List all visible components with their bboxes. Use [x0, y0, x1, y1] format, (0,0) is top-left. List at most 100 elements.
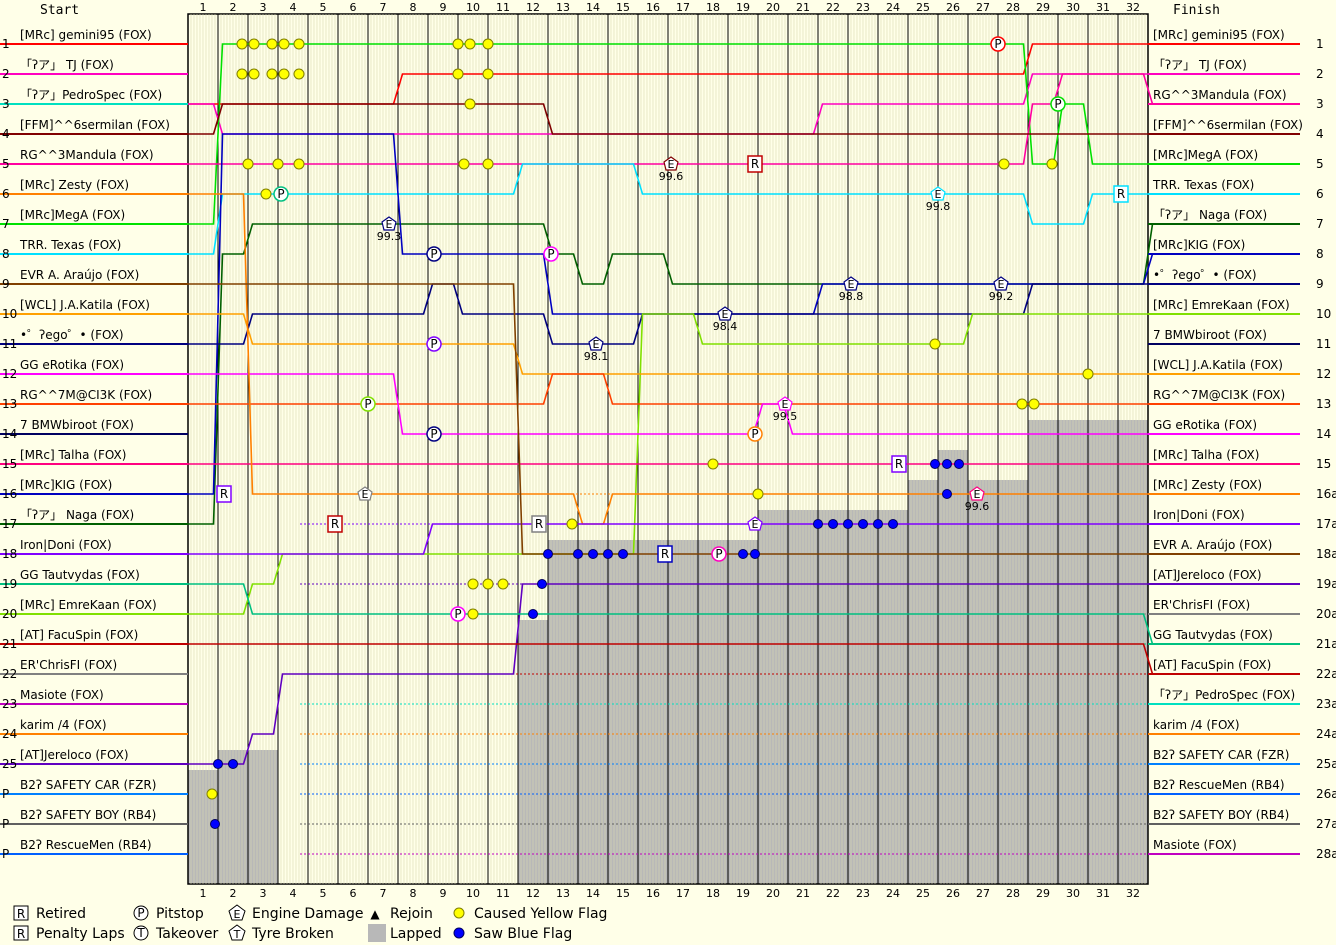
engine-damage-icon	[969, 486, 985, 501]
finish-position: 9	[1316, 277, 1324, 291]
start-driver-label: 「ʔア」 TJ (FOX)	[20, 58, 114, 72]
yellow-flag-dot	[248, 38, 260, 50]
yellow-flag-dot	[752, 488, 764, 500]
driver-trace	[188, 643, 1154, 675]
yellow-flag-dot	[452, 68, 464, 80]
start-position: 14	[2, 427, 17, 441]
lap-tick-top: 2	[230, 1, 237, 14]
lap-tick-top: 4	[290, 1, 297, 14]
yellow-flag-dot	[278, 68, 290, 80]
pitstop-icon	[543, 246, 559, 262]
annotation-label: 99.6	[965, 500, 990, 513]
start-driver-label: [WCL] J.A.Katila (FOX)	[20, 298, 150, 312]
legend-label: Takeover	[155, 926, 218, 942]
lap-tick-bottom: 30	[1066, 887, 1080, 900]
engine-damage-icon	[717, 306, 733, 321]
driver-trace	[188, 163, 1148, 255]
start-position: 24	[2, 727, 17, 741]
start-position: 18	[2, 547, 17, 561]
start-position: 8	[2, 247, 10, 261]
engine-damage-icon-letter: E	[935, 188, 942, 201]
legend-symbol: E	[234, 908, 241, 921]
blue-flag-dot	[213, 759, 223, 769]
blue-flag-dot	[858, 519, 868, 529]
start-position: 25	[2, 757, 17, 771]
start-position: 5	[2, 157, 10, 171]
legend-label: Engine Damage	[252, 906, 364, 922]
start-position: 17	[2, 517, 17, 531]
retired-icon	[327, 515, 343, 533]
yellow-flag-dot	[278, 38, 290, 50]
legend-symbol: T	[136, 926, 145, 940]
yellow-flag-dot	[464, 38, 476, 50]
legend-symbol: T	[233, 928, 241, 941]
start-driver-label: Masiote (FOX)	[20, 688, 104, 702]
yellow-flag-dot	[1028, 398, 1040, 410]
start-driver-label: [MRc]MegA (FOX)	[20, 208, 125, 222]
lap-tick-bottom: 25	[916, 887, 930, 900]
finish-position: 7	[1316, 217, 1324, 231]
start-driver-label: GG eRotika (FOX)	[20, 358, 124, 372]
start-position: 13	[2, 397, 17, 411]
lap-tick-top: 10	[466, 1, 480, 14]
lap-tick-top: 22	[826, 1, 840, 14]
grid	[187, 13, 1149, 885]
yellow-flag-dot	[236, 68, 248, 80]
engine-damage-icon	[357, 486, 373, 501]
blue-flag-dot	[954, 459, 964, 469]
lap-tick-bottom: 28	[1006, 887, 1020, 900]
yellow-flag-dot	[242, 158, 254, 170]
yellow-flag-dot	[293, 158, 305, 170]
pitstop-icon	[360, 396, 376, 412]
lap-tick-bottom: 21	[796, 887, 810, 900]
start-driver-label: •゜ʔego゜• (FOX)	[20, 328, 124, 342]
lap-tick-bottom: 2	[230, 887, 237, 900]
finish-position: 5	[1316, 157, 1324, 171]
finish-driver-label: 「ʔア」 TJ (FOX)	[1153, 58, 1247, 72]
lap-tick-top: 29	[1036, 1, 1050, 14]
lap-tick-top: 28	[1006, 1, 1020, 14]
finish-driver-label: EVR A. Araújo (FOX)	[1153, 538, 1272, 552]
engine-damage-icon	[381, 216, 397, 231]
legend-label: Tyre Broken	[251, 926, 334, 942]
engine-damage-icon-letter: E	[782, 398, 789, 411]
lap-tick-top: 20	[766, 1, 780, 14]
annotation-label: 98.8	[839, 290, 864, 303]
start-driver-label: [MRc] EmreKaan (FOX)	[20, 598, 157, 612]
lap-tick-bottom: 22	[826, 887, 840, 900]
retired-icon-letter: R	[661, 547, 669, 561]
pitstop-icon	[426, 336, 442, 352]
yellow-flag-dot	[464, 98, 476, 110]
yellow-flag-dot	[482, 68, 494, 80]
blue-flag-dot	[210, 819, 220, 829]
finish-driver-label: [WCL] J.A.Katila (FOX)	[1153, 358, 1283, 372]
start-position: 16	[2, 487, 17, 501]
finish-position: 17a	[1316, 517, 1336, 531]
lap-tick-bottom: 1	[200, 887, 207, 900]
yellow-flag-dot	[1046, 158, 1058, 170]
blue-flag-dot	[942, 459, 952, 469]
yellow-flag-dot	[1016, 398, 1028, 410]
finish-position: 4	[1316, 127, 1324, 141]
engine-damage-icon	[777, 396, 793, 411]
legend-circle-icon	[133, 905, 149, 921]
legend-box-icon	[13, 925, 29, 941]
start-position: 4	[2, 127, 10, 141]
finish-driver-label: B2ʔ SAFETY CAR (FZR)	[1153, 748, 1289, 762]
start-position: 21	[2, 637, 17, 651]
pitstop-icon	[1050, 96, 1066, 112]
legend-blue-dot	[453, 927, 465, 939]
engine-damage-icon-letter: E	[362, 488, 369, 501]
lap-tick-top: 3	[260, 1, 267, 14]
pitstop-icon-letter: P	[715, 547, 722, 561]
finish-position: 28a	[1316, 847, 1336, 861]
yellow-flag-dot	[236, 38, 248, 50]
pitstop-icon	[426, 426, 442, 442]
retired-icon-letter: R	[751, 157, 759, 171]
finish-driver-label: [MRc]KIG (FOX)	[1153, 238, 1245, 252]
lap-tick-bottom: 10	[466, 887, 480, 900]
start-position: 12	[2, 367, 17, 381]
annotation-label: 98.1	[584, 350, 609, 363]
lap-tick-bottom: 5	[320, 887, 327, 900]
